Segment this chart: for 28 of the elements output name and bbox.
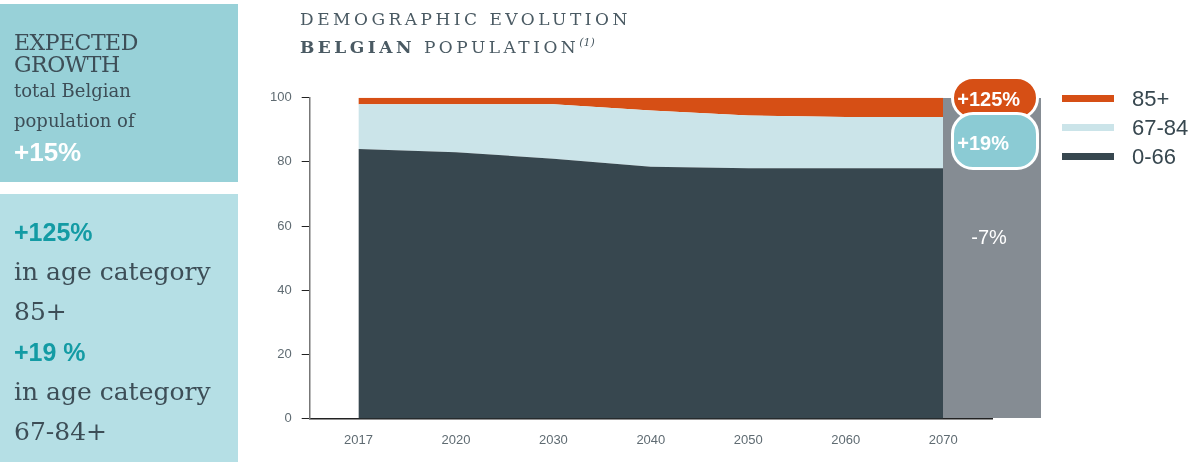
text: +19%	[957, 131, 1009, 155]
text: EXPECTED GROWTH	[14, 30, 139, 77]
y-tick-label: 40	[277, 281, 292, 297]
text: total Belgian population of	[14, 79, 137, 133]
x-tick-label: 2040	[636, 431, 666, 447]
text: +15%	[14, 136, 83, 168]
y-tick-label: 0	[284, 409, 292, 425]
y-tick-label: 100	[269, 89, 292, 105]
legend-label: 0-66	[1132, 143, 1177, 170]
text: +19 %	[14, 337, 87, 368]
x-tick-label: 2060	[831, 431, 861, 447]
x-tick-label: 2070	[928, 431, 958, 447]
x-tick-label: 2030	[538, 431, 568, 447]
x-tick-label: 2020	[441, 431, 471, 447]
chart-subtitle: BELGIAN POPULATION$^{(1)}$	[300, 36, 595, 57]
chart-title: DEMOGRAPHIC EVOLUTION	[300, 9, 631, 29]
text: +125%	[14, 217, 94, 248]
y-tick-label: 80	[277, 153, 292, 169]
y-tick-label: 20	[277, 345, 292, 361]
text: -7%	[971, 225, 1007, 249]
text: in age category 67-84+	[14, 376, 212, 448]
legend-label: 67-84	[1132, 114, 1189, 141]
y-tick-label: 60	[277, 217, 292, 233]
legend-label: 85+	[1132, 85, 1170, 112]
text: in age category 85+	[14, 256, 212, 328]
text: +125%	[957, 87, 1021, 111]
x-tick-label: 2050	[733, 431, 763, 447]
x-tick-label: 2017	[343, 431, 373, 447]
